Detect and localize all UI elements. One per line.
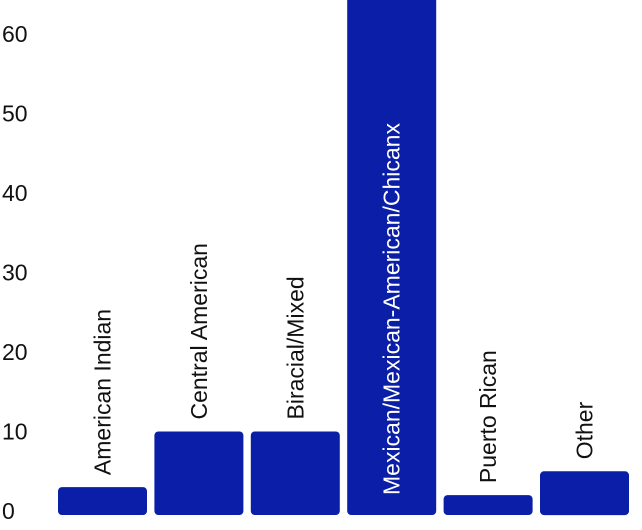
y-tick-label: 60	[2, 21, 28, 47]
category-labels: American Indian Central American Biracial/…	[90, 123, 598, 495]
bar	[250, 431, 340, 515]
bars-group	[58, 0, 629, 516]
y-axis: 0 10 20 30 40 50 60	[2, 21, 28, 524]
category-label: Other	[572, 401, 598, 459]
y-tick-label: 30	[2, 260, 28, 286]
bar	[347, 0, 437, 515]
category-label: Mexican/Mexican-American/Chicanx	[379, 123, 405, 495]
category-label: Puerto Rican	[475, 350, 501, 483]
bar	[540, 471, 629, 516]
bar	[443, 495, 533, 515]
bar	[154, 431, 244, 515]
y-tick-label: 40	[2, 180, 28, 206]
category-label: American Indian	[90, 309, 116, 475]
y-tick-label: 10	[2, 419, 28, 445]
y-tick-label: 20	[2, 339, 28, 365]
y-tick-label: 0	[2, 498, 15, 524]
bar	[58, 487, 147, 515]
category-label: Biracial/Mixed	[282, 276, 308, 419]
category-label: Central American	[186, 243, 212, 419]
y-tick-label: 50	[2, 101, 28, 127]
